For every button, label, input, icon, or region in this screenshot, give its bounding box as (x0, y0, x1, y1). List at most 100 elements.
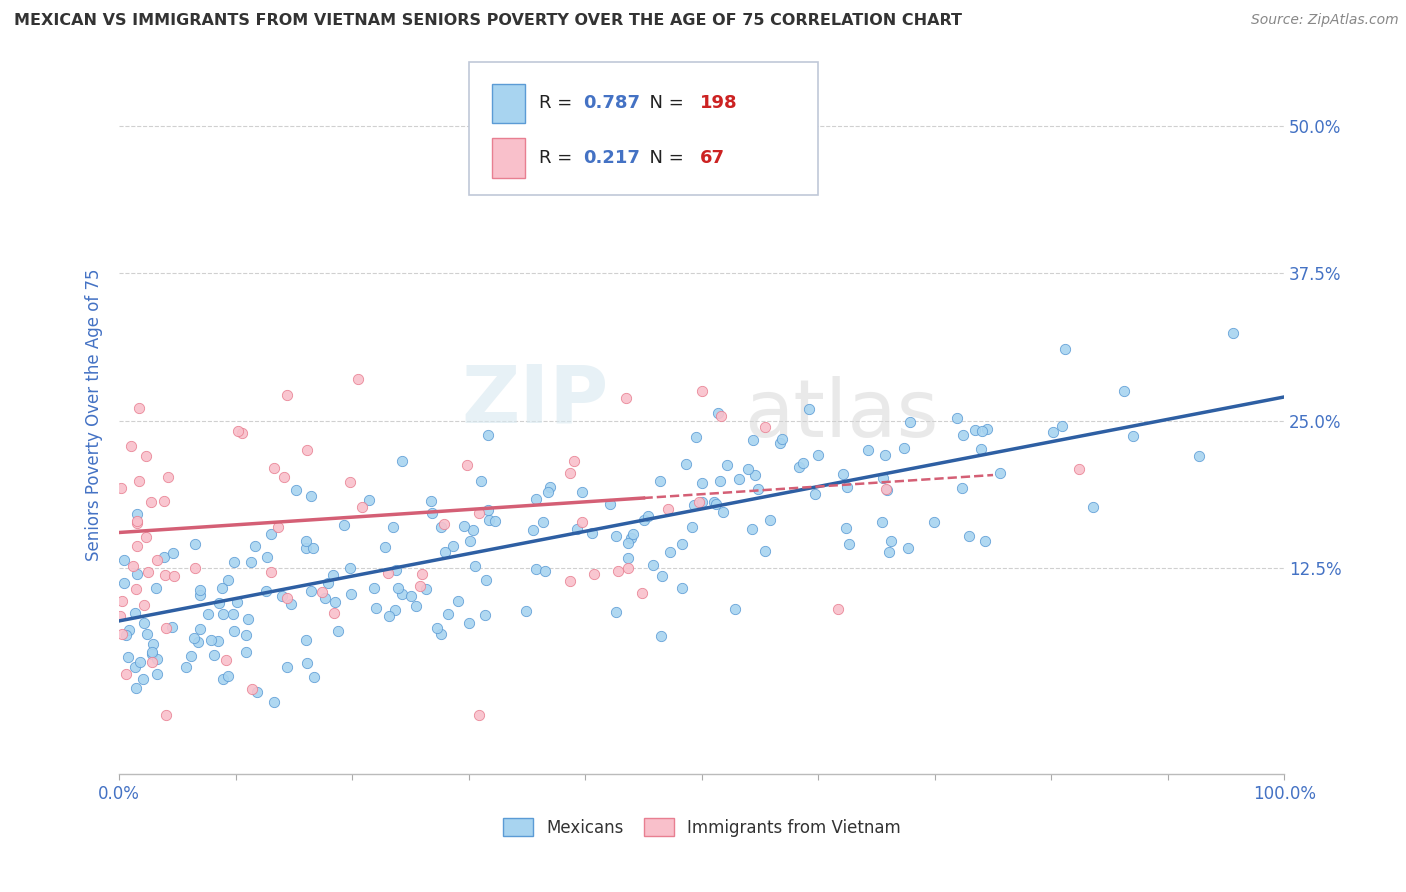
Point (111, 594, 134, 608)
Point (226, 425, 249, 439)
Point (477, 503, 499, 517)
Point (952, 428, 974, 442)
Point (531, 515, 554, 529)
Point (284, 483, 307, 498)
Point (110, 608, 132, 623)
Point (711, 505, 734, 519)
Point (419, 493, 441, 508)
Point (212, 673, 235, 687)
Point (464, 559, 486, 574)
Point (1188, 449, 1211, 463)
Point (200, 633, 222, 648)
Point (377, 566, 399, 580)
Point (254, 584, 277, 599)
Point (391, 454, 413, 468)
Point (124, 660, 146, 674)
Point (276, 660, 298, 674)
Point (950, 481, 973, 495)
Point (314, 591, 336, 606)
Point (117, 649, 139, 664)
Text: R =: R = (538, 149, 578, 167)
Point (226, 595, 249, 609)
Text: atlas: atlas (744, 376, 939, 454)
Point (115, 627, 138, 641)
Point (946, 411, 969, 425)
Point (710, 409, 733, 423)
Point (235, 627, 257, 641)
Point (1122, 428, 1144, 442)
Point (896, 541, 918, 556)
Point (582, 566, 605, 581)
Point (447, 594, 470, 608)
Point (328, 624, 350, 639)
Point (453, 519, 475, 533)
Point (339, 475, 361, 489)
Point (160, 620, 183, 634)
Point (112, 553, 135, 567)
Point (132, 672, 155, 686)
Point (990, 466, 1012, 480)
Point (409, 579, 432, 593)
Point (125, 516, 148, 531)
Point (384, 603, 406, 617)
Point (125, 681, 148, 695)
Point (478, 513, 501, 527)
Point (111, 627, 134, 641)
Point (877, 545, 900, 559)
Point (893, 442, 915, 456)
Point (322, 568, 344, 582)
Point (174, 660, 197, 674)
Point (599, 497, 621, 511)
Point (132, 598, 155, 612)
Point (141, 645, 163, 659)
Point (537, 484, 560, 499)
Text: N =: N = (638, 149, 689, 167)
Point (128, 655, 150, 669)
Point (135, 530, 157, 544)
Point (560, 467, 582, 481)
Point (391, 587, 413, 601)
Point (475, 573, 498, 587)
Point (295, 633, 318, 648)
Point (215, 653, 238, 667)
Point (138, 566, 160, 580)
Point (132, 616, 155, 631)
Point (184, 537, 207, 551)
Point (273, 469, 295, 483)
Point (872, 470, 894, 484)
Point (162, 546, 184, 560)
Point (187, 634, 209, 648)
Point (128, 401, 150, 415)
Point (737, 462, 759, 476)
Text: ZIP: ZIP (461, 361, 609, 439)
Point (468, 708, 491, 723)
Point (311, 585, 333, 599)
Point (1054, 342, 1077, 356)
Point (643, 558, 665, 572)
Point (382, 520, 405, 534)
Point (240, 682, 263, 697)
Point (621, 526, 644, 541)
Point (301, 541, 323, 555)
Point (415, 582, 437, 596)
Point (263, 695, 285, 709)
Point (136, 627, 159, 641)
Point (637, 508, 659, 523)
Point (378, 609, 401, 624)
Point (614, 391, 637, 405)
Point (299, 584, 322, 599)
Point (295, 442, 318, 457)
Point (1050, 418, 1073, 433)
Point (204, 648, 226, 663)
Point (125, 539, 148, 553)
Point (333, 518, 356, 533)
Point (236, 612, 259, 626)
Point (208, 596, 231, 610)
Point (399, 589, 422, 603)
Point (617, 550, 640, 565)
Point (747, 483, 769, 497)
Point (560, 574, 582, 588)
Point (426, 621, 449, 635)
Point (125, 507, 148, 521)
Point (524, 561, 547, 575)
